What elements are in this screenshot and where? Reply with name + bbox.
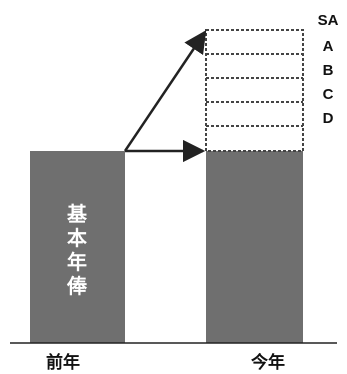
previous-year-label: 前年 bbox=[46, 352, 80, 373]
grade-label-sa: SA bbox=[318, 12, 339, 29]
base-salary-char: 基 bbox=[67, 202, 88, 226]
grade-label-b: B bbox=[323, 62, 334, 79]
base-salary-char: 本 bbox=[67, 226, 87, 250]
current-year-label: 今年 bbox=[251, 352, 285, 373]
base-salary-char: 俸 bbox=[66, 274, 88, 298]
increment-box bbox=[205, 29, 304, 152]
arrow-to-top bbox=[123, 30, 207, 152]
previous-year-bar bbox=[30, 151, 125, 343]
grade-label-a: A bbox=[323, 38, 334, 55]
current-year-bar bbox=[206, 151, 303, 343]
grade-label-c: C bbox=[323, 86, 334, 103]
grade-label-d: D bbox=[323, 110, 334, 127]
base-salary-char: 年 bbox=[67, 250, 87, 274]
increment-outline bbox=[205, 29, 304, 152]
